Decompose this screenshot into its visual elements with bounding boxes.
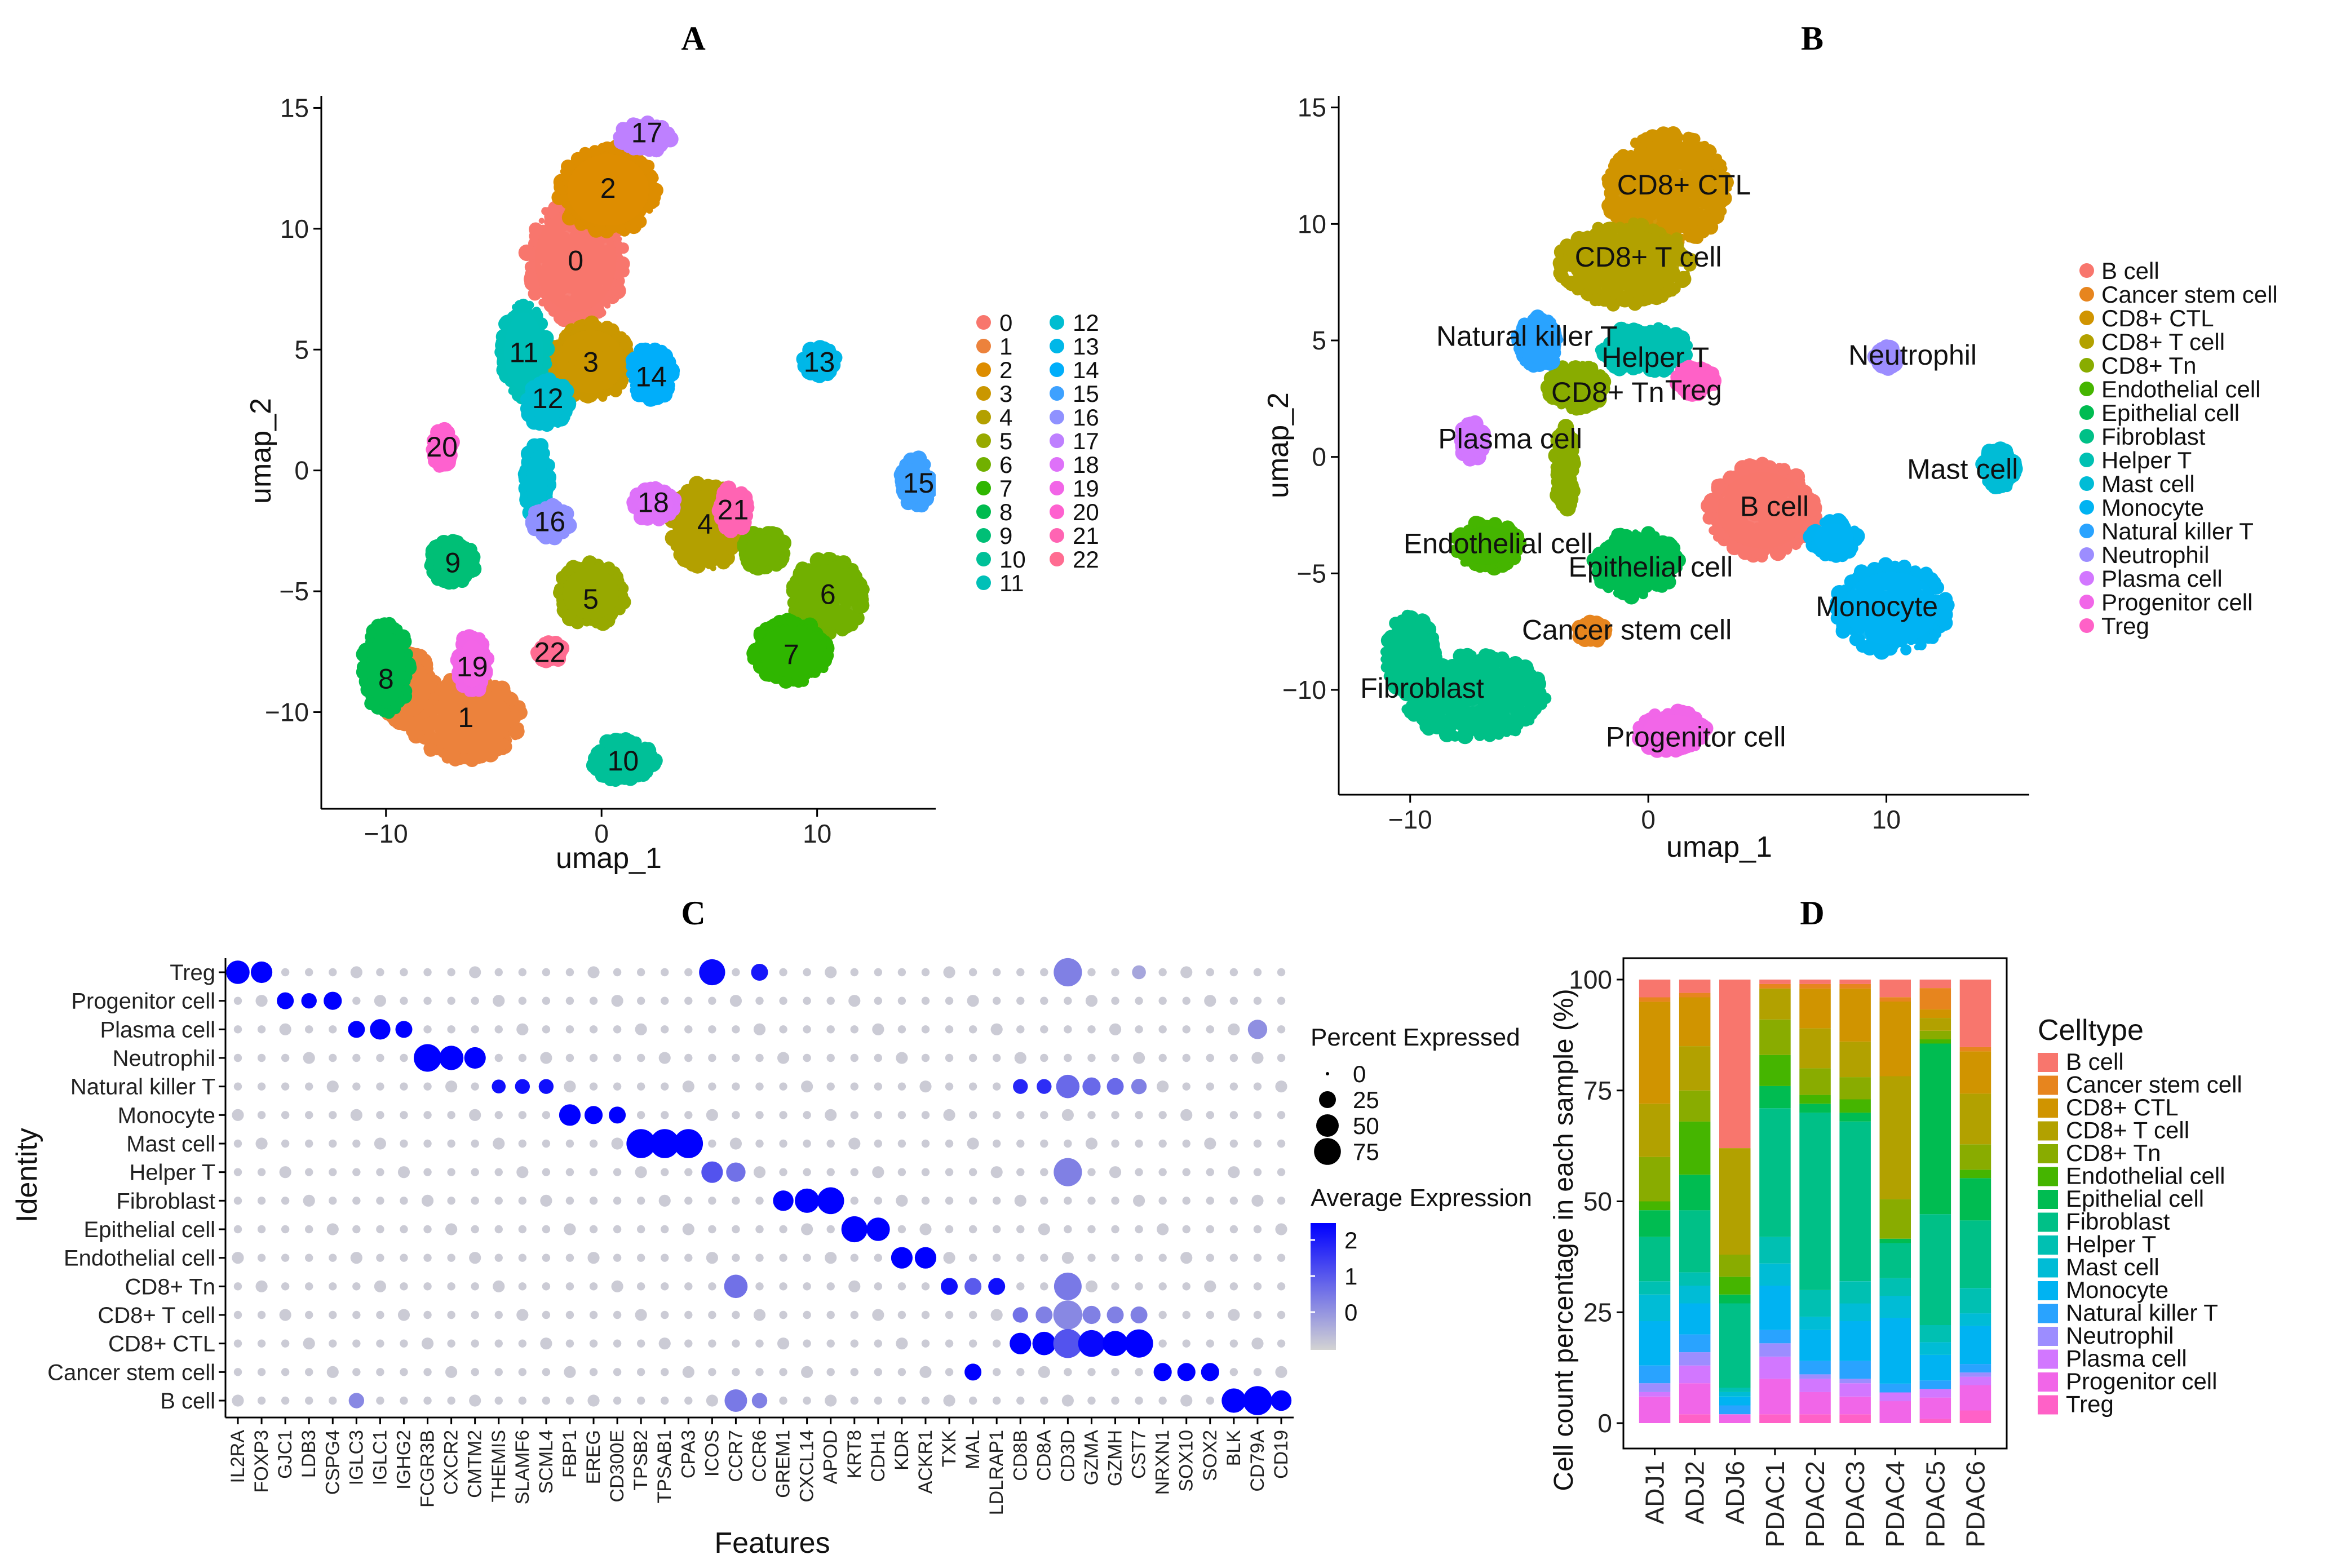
panel-c-letter: C — [681, 894, 705, 932]
cluster-point — [441, 752, 453, 764]
cluster-point — [604, 302, 611, 309]
cluster-core — [745, 534, 781, 566]
cluster-point — [650, 198, 660, 207]
cluster-point — [459, 751, 467, 759]
cluster-point — [555, 588, 563, 596]
cluster-point — [529, 222, 543, 237]
cluster-point — [755, 660, 762, 666]
cluster-point — [515, 705, 523, 712]
cluster-point-clouds — [356, 115, 936, 787]
cluster-point — [514, 300, 525, 311]
cluster-point — [392, 624, 403, 635]
cluster-point — [502, 319, 509, 326]
cluster-point — [477, 748, 490, 762]
cluster-point — [799, 619, 805, 626]
cluster-point — [614, 242, 622, 249]
cluster-point — [521, 249, 532, 259]
cluster-point — [614, 236, 621, 242]
cluster-point — [401, 639, 409, 646]
cluster-point — [525, 300, 534, 310]
cluster-point — [418, 734, 424, 741]
cluster-core — [419, 685, 512, 754]
cluster-point — [508, 723, 523, 737]
cluster-point — [614, 223, 626, 234]
cluster-point — [577, 219, 585, 227]
cluster-point — [780, 544, 789, 553]
panel-b-letter: B — [1801, 20, 1824, 57]
cluster-point — [524, 272, 538, 286]
cluster-point — [543, 341, 551, 348]
cluster-point — [427, 554, 433, 561]
cluster-point — [579, 147, 591, 159]
panel-a-letter: A — [681, 20, 705, 57]
cluster-point — [504, 740, 511, 747]
cluster-point — [561, 160, 576, 174]
cluster-point — [403, 717, 415, 729]
panel-d-letter: D — [1800, 894, 1824, 932]
cluster-point — [538, 218, 545, 224]
cluster-point — [591, 305, 605, 319]
